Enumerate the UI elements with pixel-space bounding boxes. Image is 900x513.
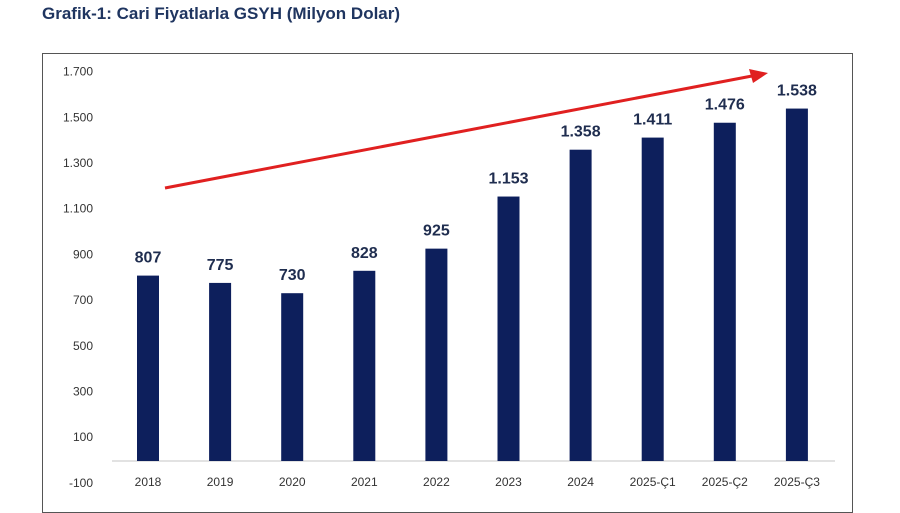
y-tick-label: 1.500 xyxy=(63,110,93,124)
bar xyxy=(281,293,304,461)
y-tick-label: 100 xyxy=(73,430,93,444)
data-label: 1.358 xyxy=(561,124,601,141)
y-tick-label: 1.300 xyxy=(63,156,93,170)
data-label: 1.476 xyxy=(705,97,745,114)
bar xyxy=(785,108,808,461)
data-label: 730 xyxy=(279,267,306,284)
y-tick-label: 900 xyxy=(73,247,93,261)
x-tick-label: 2019 xyxy=(207,475,234,489)
bar xyxy=(569,149,592,461)
data-label: 828 xyxy=(351,245,378,262)
x-tick-label: 2025-Ç2 xyxy=(702,475,748,489)
y-tick-label: 1.100 xyxy=(63,202,93,216)
data-label: 807 xyxy=(135,250,162,267)
bar xyxy=(137,275,159,461)
chart-title: Grafik-1: Cari Fiyatlarla GSYH (Milyon D… xyxy=(42,4,401,23)
data-label: 1.411 xyxy=(633,112,672,129)
x-tick-label: 2023 xyxy=(495,475,522,489)
y-tick-label: 700 xyxy=(73,293,93,307)
data-label: 925 xyxy=(423,223,450,240)
bar-chart: -100 100 300 500 700 900 1.100 1.300 1.500 1.700 8… xyxy=(63,65,835,490)
data-label: 1.153 xyxy=(488,171,528,188)
x-tick-label: 2022 xyxy=(423,475,450,489)
bar xyxy=(353,270,376,461)
bar xyxy=(713,122,736,461)
x-tick-label: 2025-Ç1 xyxy=(630,475,676,489)
bar xyxy=(425,248,448,461)
x-tick-label: 2020 xyxy=(279,475,306,489)
y-tick-label: 1.700 xyxy=(63,65,93,79)
y-tick-label: 500 xyxy=(73,339,93,353)
y-tick-label: -100 xyxy=(69,476,93,490)
trend-arrow-line xyxy=(164,74,753,190)
data-label: 1.538 xyxy=(777,83,817,100)
x-tick-label: 2024 xyxy=(567,475,594,489)
bar xyxy=(641,137,664,462)
bar xyxy=(497,196,520,462)
y-tick-label: 300 xyxy=(73,384,93,398)
bar xyxy=(209,282,232,461)
trend-arrow-head xyxy=(749,69,768,83)
x-tick-label: 2021 xyxy=(351,475,378,489)
x-tick-label: 2018 xyxy=(135,475,162,489)
data-label: 775 xyxy=(207,257,234,274)
x-tick-label: 2025-Ç3 xyxy=(774,475,820,489)
